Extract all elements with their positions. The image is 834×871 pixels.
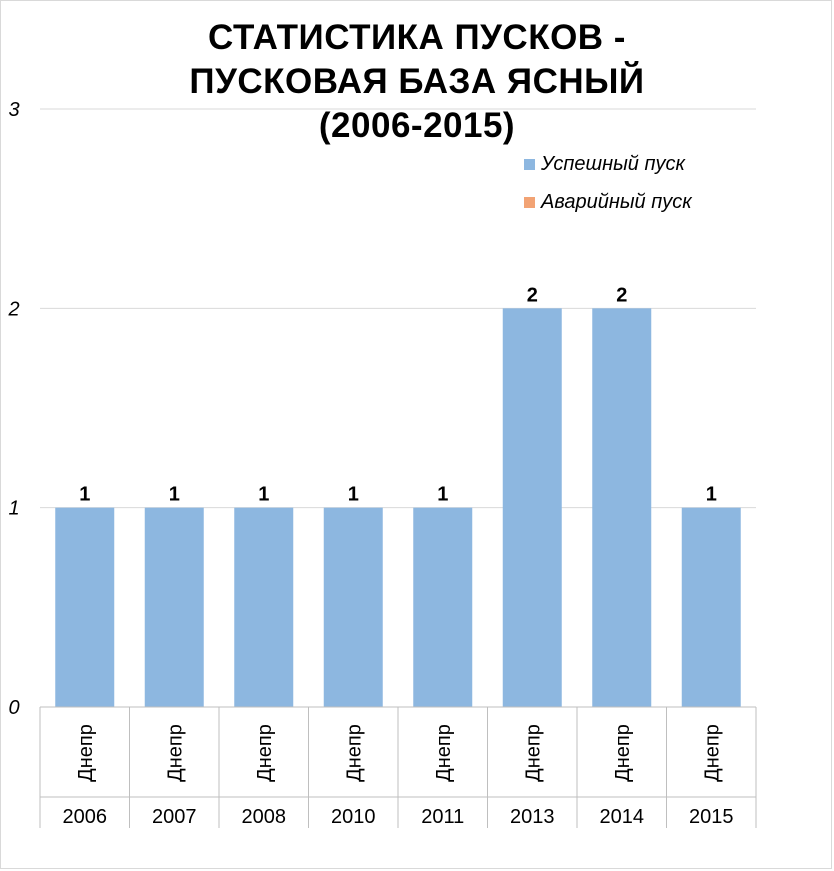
data-label: 1 [258, 484, 269, 506]
data-label: 1 [706, 484, 717, 506]
chart-title-line-1: СТАТИСТИКА ПУСКОВ - [208, 18, 626, 57]
legend-label-success: Успешный пуск [541, 152, 685, 175]
bar [681, 507, 741, 707]
legend-swatch-failure [524, 196, 535, 208]
x-tick-label-inner: Днепр [612, 724, 634, 782]
chart-title-line-2: ПУСКОВАЯ БАЗА ЯСНЫЙ [189, 62, 645, 101]
data-label: 2 [527, 284, 538, 306]
x-tick-label-year: 2007 [152, 806, 197, 828]
bar [234, 507, 294, 707]
y-tick-label: 2 [7, 298, 19, 320]
legend-item-failure: Аварийный пуск [524, 190, 692, 214]
x-tick-label-inner: Днепр [343, 724, 365, 782]
legend-swatch-success [524, 158, 535, 170]
x-tick-label-inner: Днепр [254, 724, 276, 782]
x-tick-label-year: 2006 [63, 806, 108, 828]
chart-title-line-3: (2006-2015) [318, 106, 516, 145]
data-label: 2 [616, 284, 627, 306]
data-label: 1 [169, 484, 180, 506]
x-tick-label-year: 2008 [242, 806, 287, 828]
legend-label-failure: Аварийный пуск [541, 190, 692, 213]
bar [502, 308, 562, 707]
data-label: 1 [437, 484, 448, 506]
legend-item-success: Успешный пуск [524, 152, 685, 176]
data-label: 1 [79, 484, 90, 506]
x-tick-label-year: 2015 [689, 806, 734, 828]
bar [413, 507, 473, 707]
x-tick-label-inner: Днепр [164, 724, 186, 782]
bar [323, 507, 383, 707]
x-tick-label-year: 2013 [510, 806, 555, 828]
x-tick-label-year: 2011 [421, 806, 464, 828]
bar [144, 507, 204, 707]
x-tick-label-year: 2014 [600, 806, 645, 828]
x-tick-label-year: 2010 [331, 806, 376, 828]
bar [592, 308, 652, 707]
y-tick-label: 0 [8, 697, 19, 719]
data-label: 1 [348, 484, 359, 506]
x-tick-label-inner: Днепр [522, 724, 544, 782]
x-tick-label-inner: Днепр [701, 724, 723, 782]
y-tick-label: 3 [8, 99, 19, 121]
bar [55, 507, 115, 707]
y-tick-label: 1 [8, 498, 19, 520]
x-tick-label-inner: Днепр [75, 724, 97, 782]
x-tick-label-inner: Днепр [433, 724, 455, 782]
